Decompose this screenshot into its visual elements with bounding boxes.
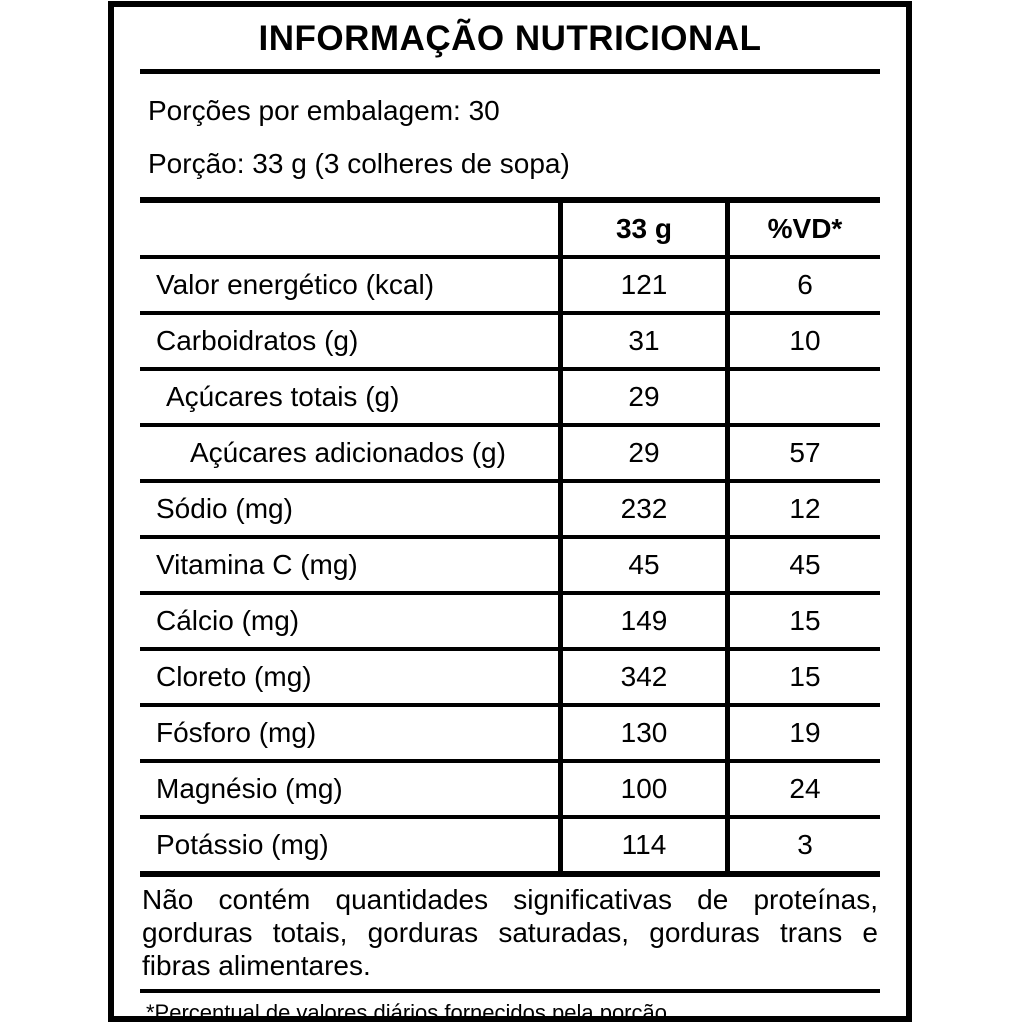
amount-cell: 29 [558,427,725,479]
dv-cell: 45 [725,539,880,591]
nutrition-label: INFORMAÇÃO NUTRICIONAL Porções por embal… [108,1,912,1022]
dv-cell: 19 [725,707,880,759]
table-row: Carboidratos (g) 31 10 [140,311,880,367]
amount-cell: 29 [558,371,725,423]
dv-cell: 15 [725,651,880,703]
nutrient-cell: Potássio (mg) [156,829,329,860]
dv-cell [725,371,880,423]
amount-cell: 121 [558,259,725,311]
nutrient-cell: Vitamina C (mg) [156,549,358,580]
nutrient-cell: Açúcares adicionados (g) [190,437,506,468]
table-row: Potássio (mg) 114 3 [140,815,880,871]
amount-cell: 342 [558,651,725,703]
amount-cell: 31 [558,315,725,367]
footnote-divider [140,989,880,994]
header-amount-cell: 33 g [558,203,725,255]
daily-values-footnote: *Percentual de valores diários fornecido… [146,1000,674,1022]
amount-cell: 130 [558,707,725,759]
no-significant-amounts-note: Não contém quantidades significativas de… [142,884,878,981]
nutrient-cell: Cálcio (mg) [156,605,300,636]
header-dv-cell: %VD* [725,203,880,255]
amount-cell: 232 [558,483,725,535]
nutrition-table: 33 g %VD* Valor energético (kcal) 121 6 … [140,197,880,877]
table-row: Açúcares totais (g) 29 [140,367,880,423]
dv-cell: 15 [725,595,880,647]
amount-cell: 114 [558,819,725,871]
nutrient-cell: Magnésio (mg) [156,773,343,804]
dv-cell: 3 [725,819,880,871]
amount-cell: 45 [558,539,725,591]
table-row: Fósforo (mg) 130 19 [140,703,880,759]
table-row: Magnésio (mg) 100 24 [140,759,880,815]
nutrition-label-title: INFORMAÇÃO NUTRICIONAL [258,19,762,58]
dv-cell: 6 [725,259,880,311]
dv-cell: 10 [725,315,880,367]
servings-per-package: Porções por embalagem: 30 [148,95,500,126]
nutrient-cell: Cloreto (mg) [156,661,312,692]
table-row: Vitamina C (mg) 45 45 [140,535,880,591]
table-row: Açúcares adicionados (g) 29 57 [140,423,880,479]
nutrient-cell: Fósforo (mg) [156,717,317,748]
header-nutrient-cell [140,203,558,255]
table-row: Sódio (mg) 232 12 [140,479,880,535]
amount-cell: 100 [558,763,725,815]
amount-cell: 149 [558,595,725,647]
table-row: Cálcio (mg) 149 15 [140,591,880,647]
table-row: Valor energético (kcal) 121 6 [140,255,880,311]
dv-cell: 57 [725,427,880,479]
table-header-row: 33 g %VD* [140,203,880,255]
dv-cell: 24 [725,763,880,815]
dv-cell: 12 [725,483,880,535]
nutrient-cell: Carboidratos (g) [156,325,359,356]
title-divider [140,69,880,74]
nutrient-cell: Açúcares totais (g) [166,381,400,412]
nutrient-cell: Valor energético (kcal) [156,269,435,300]
table-row: Cloreto (mg) 342 15 [140,647,880,703]
serving-size: Porção: 33 g (3 colheres de sopa) [148,148,570,179]
nutrient-cell: Sódio (mg) [156,493,293,524]
